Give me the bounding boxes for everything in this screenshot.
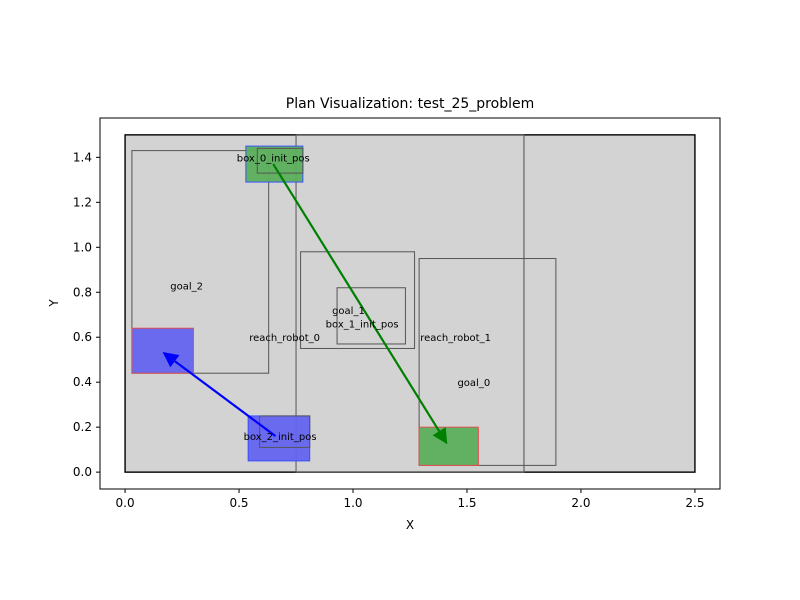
region-goal_1 xyxy=(300,251,416,349)
y-tick-label: 0.6 xyxy=(73,330,92,344)
y-tick-label: 0.8 xyxy=(73,285,92,299)
region-goal_2 xyxy=(131,150,270,374)
arrow-box_0_path xyxy=(272,163,448,445)
box-inner-box_2_init_pos xyxy=(259,415,311,448)
y-tick-label: 1.0 xyxy=(73,240,92,254)
box-box_2_goal xyxy=(131,327,194,374)
region-label-goal_2: goal_2 xyxy=(170,282,203,293)
x-axis-label: X xyxy=(406,518,414,532)
region-label-goal_1: goal_1 xyxy=(332,306,365,317)
region-label-box_0_init_pos: box_0_init_pos xyxy=(237,153,310,164)
chart-title: Plan Visualization: test_25_problem xyxy=(286,96,534,112)
y-tick-label: 0.4 xyxy=(73,375,92,389)
x-tick-label: 2.5 xyxy=(685,496,704,510)
box-box_0_goal xyxy=(418,426,479,466)
region-label-reach_robot_0: reach_robot_0 xyxy=(249,333,320,344)
arrow-box_2_path xyxy=(162,352,277,438)
y-tick-label: 0.0 xyxy=(73,465,92,479)
y-tick-label: 0.2 xyxy=(73,420,92,434)
region-goal_0 xyxy=(418,258,557,466)
y-tick-label: 1.2 xyxy=(73,195,92,209)
x-tick-label: 0.0 xyxy=(116,496,135,510)
region-label-box_1_init_pos: box_1_init_pos xyxy=(326,320,399,331)
x-tick-label: 2.0 xyxy=(571,496,590,510)
x-tick-label: 1.0 xyxy=(343,496,362,510)
workspace-rect xyxy=(124,134,696,473)
region-label-box_2_init_pos: box_2_init_pos xyxy=(244,432,317,443)
region-label-goal_0: goal_0 xyxy=(457,378,490,389)
y-axis-label: Y xyxy=(47,299,61,308)
region-label-reach_robot_1: reach_robot_1 xyxy=(420,333,491,344)
region-box_1_init_pos xyxy=(336,287,406,345)
y-tick-label: 1.4 xyxy=(73,150,92,164)
x-tick-label: 0.5 xyxy=(229,496,248,510)
x-tick-label: 1.5 xyxy=(457,496,476,510)
